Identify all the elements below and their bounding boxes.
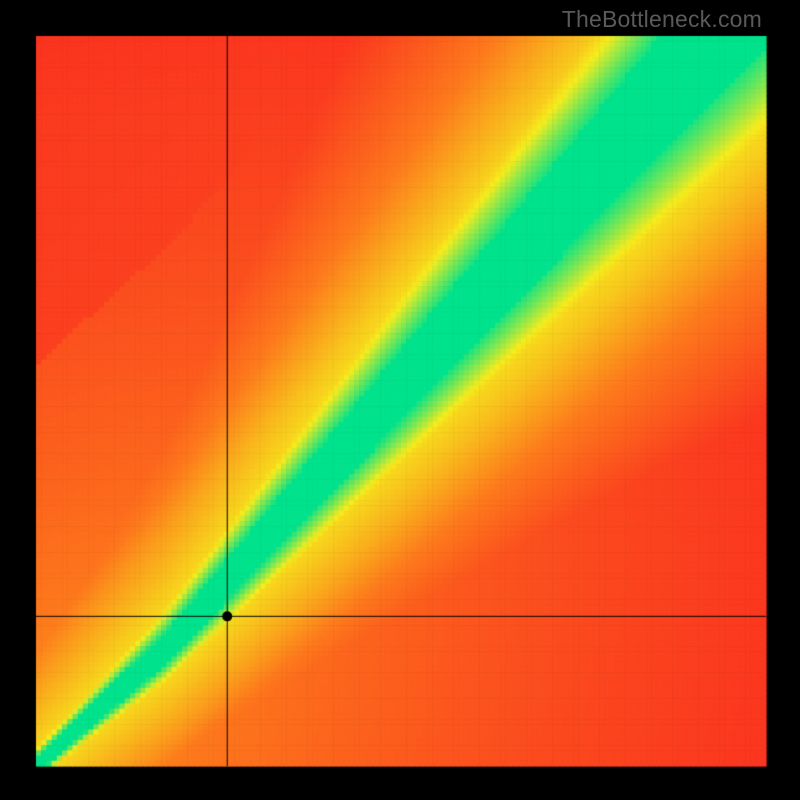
- bottleneck-heatmap: [0, 0, 800, 800]
- watermark-label: TheBottleneck.com: [562, 6, 762, 33]
- chart-container: TheBottleneck.com: [0, 0, 800, 800]
